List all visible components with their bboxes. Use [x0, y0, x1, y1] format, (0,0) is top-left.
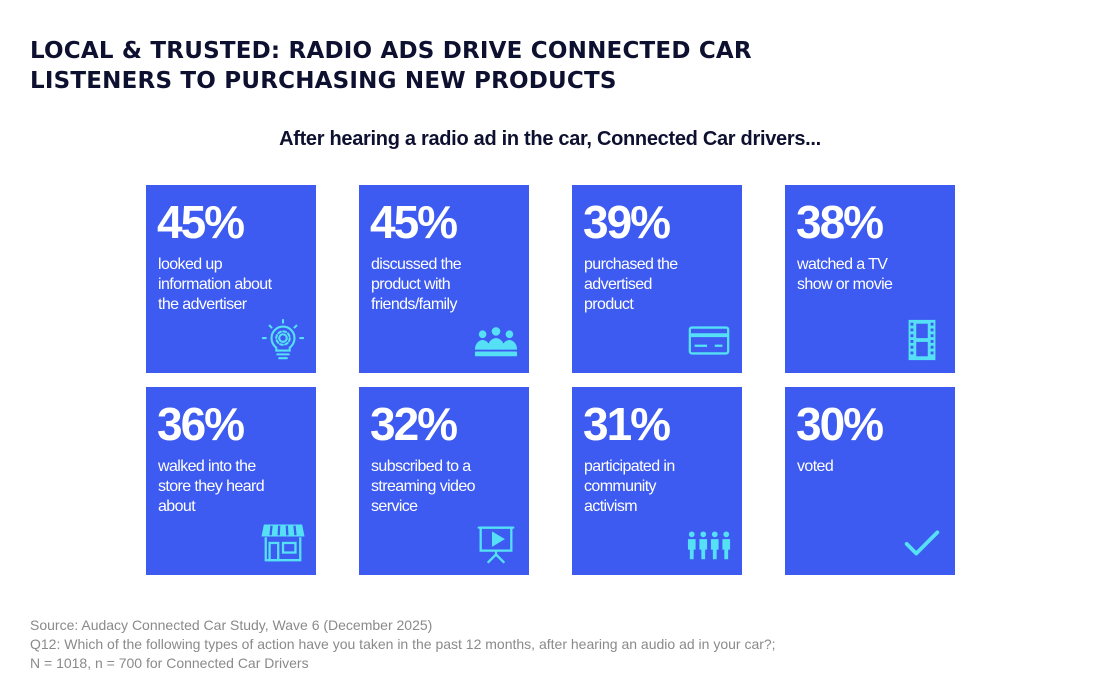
stat-card: 39% purchased the advertised product [572, 185, 742, 373]
stat-description-line: information about [158, 276, 272, 293]
group-icon [473, 317, 519, 363]
stat-description-line: looked up [158, 256, 223, 273]
stat-description: subscribed to a streaming video service [371, 457, 521, 517]
stat-description: watched a TV show or movie [797, 255, 947, 295]
source-line-1: Source: Audacy Connected Car Study, Wave… [30, 617, 433, 633]
stat-description-line: activism [584, 498, 638, 515]
stat-value: 45% [370, 196, 458, 248]
source-line-2: Q12: Which of the following types of act… [30, 636, 776, 652]
video-screen-icon [473, 519, 519, 565]
stat-value: 45% [157, 196, 245, 248]
stat-description-line: voted [797, 458, 834, 475]
film-strip-icon [899, 317, 945, 363]
stat-description-line: subscribed to a [371, 458, 471, 475]
stat-value: 36% [157, 398, 245, 450]
stat-description-line: purchased the [584, 256, 678, 273]
credit-card-icon [686, 317, 732, 363]
stat-grid: 45% looked up information about the adverti… [146, 185, 955, 575]
stat-card: 38% watched a TV show or movie [785, 185, 955, 373]
stat-value: 38% [796, 196, 884, 248]
checkmark-icon [899, 519, 945, 565]
stat-description-line: the advertiser [158, 296, 247, 313]
title-line-1: LOCAL & TRUSTED: RADIO ADS DRIVE CONNECT… [30, 38, 752, 64]
stat-description: looked up information about the advertiser [158, 255, 308, 315]
stat-description-line: store they heard [158, 478, 265, 495]
stat-value: 31% [583, 398, 671, 450]
stat-description-line: discussed the [371, 256, 462, 273]
stat-description-line: watched a TV [797, 256, 888, 273]
people-row-icon [686, 519, 732, 565]
stat-card: 45% looked up information about the adverti… [146, 185, 316, 373]
stat-description: participated in community activism [584, 457, 734, 517]
title-line-2: LISTENERS TO PURCHASING NEW PRODUCTS [30, 68, 617, 94]
stat-card: 32% subscribed to a streaming video service [359, 387, 529, 575]
stat-description-line: product with [371, 276, 451, 293]
source-line-3: N = 1018, n = 700 for Connected Car Driv… [30, 655, 309, 671]
stat-card: 31% participated in community activism [572, 387, 742, 575]
stat-description-line: show or movie [797, 276, 893, 293]
stat-card: 30% voted [785, 387, 955, 575]
stat-description-line: about [158, 498, 196, 515]
stat-card: 36% walked into the store they heard about [146, 387, 316, 575]
stat-description-line: community [584, 478, 657, 495]
stat-description-line: walked into the [158, 458, 256, 475]
lightbulb-icon [260, 317, 306, 363]
stat-description-line: service [371, 498, 418, 515]
stat-description: voted [797, 457, 947, 477]
stat-description: purchased the advertised product [584, 255, 734, 315]
stat-description-line: streaming video [371, 478, 476, 495]
stat-description-line: product [584, 296, 634, 313]
stat-description: walked into the store they heard about [158, 457, 308, 517]
chart-title: LOCAL & TRUSTED: RADIO ADS DRIVE CONNECT… [30, 36, 930, 96]
chart-subtitle: After hearing a radio ad in the car, Con… [279, 128, 821, 150]
stat-value: 39% [583, 196, 671, 248]
stat-description-line: friends/family [371, 296, 457, 313]
stat-description-line: advertised [584, 276, 652, 293]
stat-description-line: participated in [584, 458, 675, 475]
storefront-icon [260, 519, 306, 565]
stat-description: discussed the product with friends/family [371, 255, 521, 315]
stat-value: 30% [796, 398, 884, 450]
stat-card: 45% discussed the product with friends/fami… [359, 185, 529, 373]
source-note: Source: Audacy Connected Car Study, Wave… [30, 616, 776, 673]
stat-value: 32% [370, 398, 458, 450]
